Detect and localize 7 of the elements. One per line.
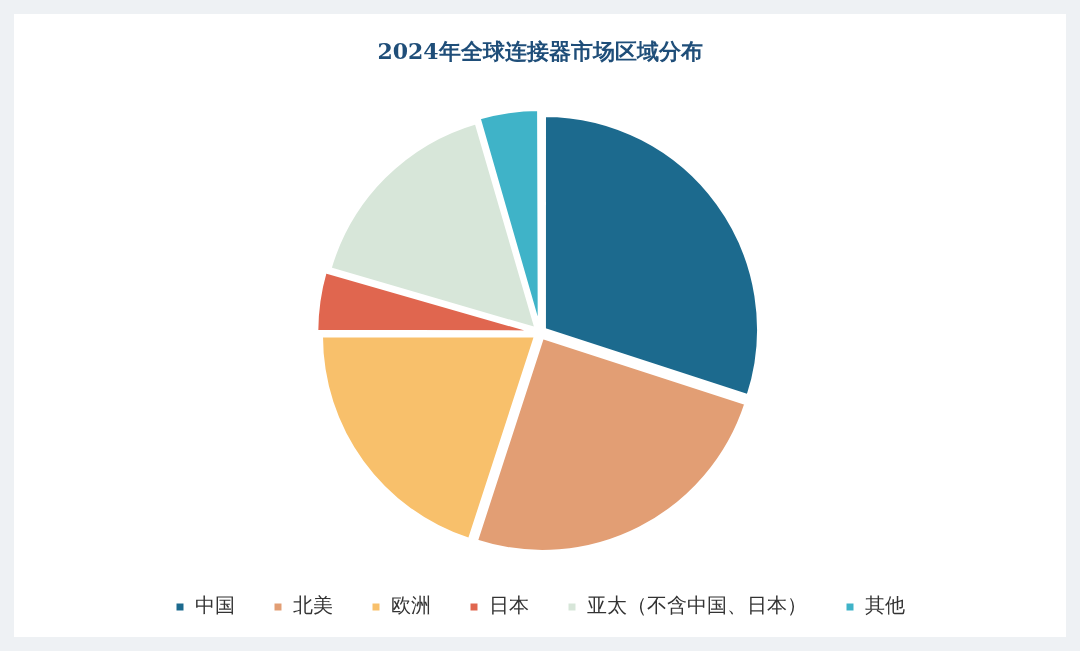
legend-label: 日本: [489, 593, 529, 618]
legend-label: 其他: [865, 593, 905, 618]
legend-label: 欧洲: [391, 593, 431, 618]
legend-label: 中国: [195, 593, 235, 618]
chart-title: 2024年全球连接器市场区域分布: [377, 37, 703, 64]
legend-label: 北美: [293, 593, 333, 618]
legend-label: 亚太（不含中国、日本）: [587, 593, 807, 618]
